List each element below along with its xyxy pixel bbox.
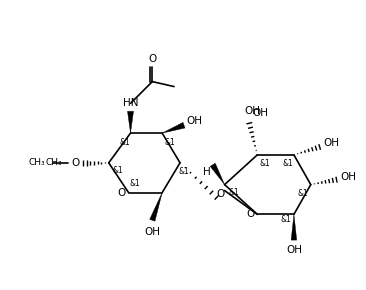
Text: CH₃: CH₃	[29, 158, 45, 167]
Text: O: O	[71, 158, 79, 168]
Text: H: H	[203, 167, 211, 177]
Text: OH: OH	[324, 138, 340, 148]
Text: &1: &1	[165, 137, 176, 146]
Text: &1: &1	[281, 215, 291, 224]
Text: OH: OH	[252, 108, 268, 118]
Text: OH: OH	[286, 245, 302, 255]
Text: &1: &1	[119, 137, 130, 146]
Text: &1: &1	[112, 166, 123, 175]
Text: &1: &1	[179, 167, 189, 176]
Polygon shape	[150, 193, 162, 221]
Text: &1: &1	[228, 188, 239, 197]
Polygon shape	[210, 163, 225, 185]
Text: OH: OH	[144, 227, 160, 237]
Text: OH: OH	[244, 106, 260, 116]
Polygon shape	[162, 122, 185, 133]
Text: O: O	[217, 188, 225, 199]
Text: O: O	[148, 54, 156, 64]
Text: HN: HN	[123, 98, 138, 108]
Text: O: O	[246, 209, 254, 219]
Text: O: O	[117, 188, 126, 197]
Text: &1: &1	[129, 179, 140, 188]
Text: &1: &1	[298, 189, 308, 198]
Text: &1: &1	[260, 159, 270, 168]
Text: OH: OH	[186, 116, 202, 126]
Text: CH₃: CH₃	[45, 158, 62, 167]
Polygon shape	[127, 111, 134, 133]
Polygon shape	[291, 214, 297, 240]
Text: &1: &1	[283, 159, 294, 168]
Text: OH: OH	[340, 172, 356, 182]
